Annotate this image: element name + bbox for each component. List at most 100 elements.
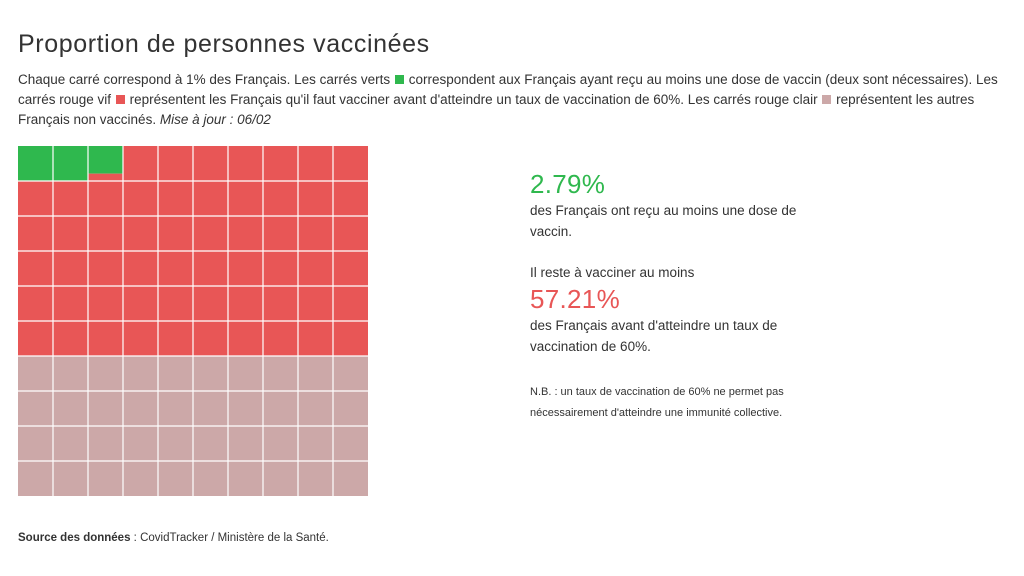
waffle-cell (333, 391, 368, 426)
waffle-cell (193, 356, 228, 391)
waffle-cell (228, 146, 263, 181)
waffle-cell (18, 146, 53, 181)
legend-red-square (115, 95, 125, 104)
waffle-square-to-vaccinate (263, 286, 298, 321)
waffle-square-other (88, 356, 123, 391)
waffle-square-to-vaccinate (193, 321, 228, 356)
waffle-cell (18, 181, 53, 216)
waffle-square-to-vaccinate (228, 181, 263, 216)
waffle-cell (123, 356, 158, 391)
waffle-square-other (123, 461, 158, 496)
waffle-cell (298, 391, 333, 426)
waffle-cell (263, 181, 298, 216)
remaining-text: des Français avant d'atteindre un taux d… (530, 318, 778, 354)
waffle-cell (193, 251, 228, 286)
waffle-square-other (193, 461, 228, 496)
waffle-cell (18, 461, 53, 496)
waffle-square-other (228, 461, 263, 496)
waffle-cell (123, 181, 158, 216)
waffle-square-other (263, 426, 298, 461)
waffle-square-to-vaccinate (158, 286, 193, 321)
waffle-square-to-vaccinate (298, 181, 333, 216)
waffle-cell (333, 286, 368, 321)
waffle-cell (228, 461, 263, 496)
waffle-square-to-vaccinate (53, 216, 88, 251)
waffle-square-other (333, 391, 368, 426)
waffle-cell (228, 356, 263, 391)
waffle-cell (123, 426, 158, 461)
source-label: Source des données (18, 532, 131, 544)
waffle-square-to-vaccinate (193, 216, 228, 251)
waffle-square-to-vaccinate (18, 181, 53, 216)
waffle-cell (123, 251, 158, 286)
waffle-square-other (88, 426, 123, 461)
waffle-cell (263, 356, 298, 391)
waffle-square-to-vaccinate (333, 146, 368, 181)
waffle-cell (333, 181, 368, 216)
waffle-cell (53, 321, 88, 356)
waffle-cell (263, 146, 298, 181)
waffle-cell (53, 461, 88, 496)
waffle-square-to-vaccinate (298, 216, 333, 251)
waffle-square-to-vaccinate (158, 181, 193, 216)
waffle-cell (333, 356, 368, 391)
waffle-cell (263, 251, 298, 286)
waffle-cell (193, 146, 228, 181)
waffle-square-to-vaccinate (88, 216, 123, 251)
waffle-square-to-vaccinate (123, 216, 158, 251)
waffle-square-to-vaccinate (193, 251, 228, 286)
legend-green-square (394, 75, 404, 84)
waffle-square-to-vaccinate (228, 146, 263, 181)
waffle-square-to-vaccinate (18, 286, 53, 321)
waffle-square-other (333, 426, 368, 461)
waffle-square-vaccinated (18, 146, 53, 181)
waffle-square-to-vaccinate (193, 146, 228, 181)
waffle-cell (88, 146, 123, 181)
waffle-svg (18, 146, 368, 496)
waffle-square-to-vaccinate (53, 321, 88, 356)
waffle-cell (158, 461, 193, 496)
waffle-square-other (18, 391, 53, 426)
waffle-cell (88, 251, 123, 286)
waffle-square-to-vaccinate (18, 321, 53, 356)
waffle-cell (88, 461, 123, 496)
waffle-chart (18, 146, 368, 496)
waffle-cell (158, 286, 193, 321)
waffle-cell (88, 426, 123, 461)
waffle-cell (193, 321, 228, 356)
waffle-square-other (333, 461, 368, 496)
waffle-square-to-vaccinate (53, 286, 88, 321)
waffle-square-other (228, 426, 263, 461)
waffle-square-to-vaccinate (298, 146, 333, 181)
waffle-square-other (53, 356, 88, 391)
waffle-square-to-vaccinate (263, 251, 298, 286)
waffle-cell (263, 216, 298, 251)
waffle-square-to-vaccinate (193, 286, 228, 321)
waffle-square-other (298, 426, 333, 461)
waffle-square-to-vaccinate (228, 321, 263, 356)
waffle-square-to-vaccinate (158, 251, 193, 286)
waffle-cell (333, 461, 368, 496)
waffle-square-to-vaccinate (263, 146, 298, 181)
waffle-square-to-vaccinate (333, 251, 368, 286)
waffle-square-other (263, 461, 298, 496)
waffle-cell (53, 146, 88, 181)
waffle-cell (333, 426, 368, 461)
waffle-square-other (88, 461, 123, 496)
waffle-cell (298, 146, 333, 181)
chart-title: Proportion de personnes vaccinées (18, 30, 430, 58)
waffle-square-to-vaccinate (158, 146, 193, 181)
waffle-cell (158, 391, 193, 426)
waffle-cell (298, 181, 333, 216)
waffle-square-to-vaccinate (298, 286, 333, 321)
waffle-cell (298, 321, 333, 356)
waffle-square-other (158, 426, 193, 461)
note: N.B. : un taux de vaccination de 60% ne … (530, 386, 784, 419)
remaining-percentage: 57.21% (530, 284, 620, 314)
waffle-square-other (158, 391, 193, 426)
waffle-cell (88, 391, 123, 426)
waffle-cell (193, 461, 228, 496)
waffle-square-to-vaccinate (298, 321, 333, 356)
waffle-square-other (193, 391, 228, 426)
waffle-square-to-vaccinate (123, 251, 158, 286)
